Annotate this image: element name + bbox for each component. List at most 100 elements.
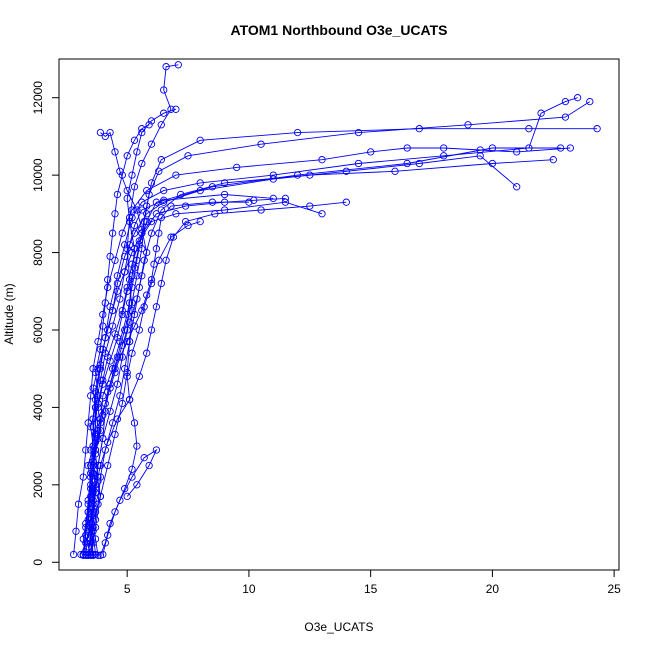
x-tick-label: 20 [486, 582, 500, 596]
data-point [121, 268, 129, 276]
data-point [130, 419, 139, 427]
data-point [138, 198, 146, 206]
data-point [111, 430, 119, 439]
x-axis: 5 10 15 20 25 [124, 570, 621, 596]
data-point [138, 306, 146, 315]
data-point [573, 94, 582, 102]
data-point [196, 217, 204, 226]
data-point [143, 210, 151, 218]
data-point [69, 550, 78, 559]
y-tick-label: 12000 [31, 81, 45, 115]
data-point [130, 245, 139, 253]
data-point [108, 229, 117, 237]
data-point [128, 248, 136, 257]
data-point [157, 214, 165, 222]
series-2 [79, 190, 277, 559]
data-point [87, 481, 95, 489]
plot-frame [58, 58, 620, 571]
data-point [488, 159, 497, 168]
data-point [367, 148, 375, 156]
data-point [91, 388, 100, 396]
data-point [133, 148, 141, 156]
data-point [99, 310, 107, 319]
data-point [130, 183, 139, 191]
data-point [79, 550, 87, 559]
data-point [143, 186, 151, 195]
data-point [342, 167, 350, 175]
data-point [82, 446, 90, 454]
data-point [354, 159, 363, 168]
data-point [513, 183, 521, 191]
data-point [208, 198, 217, 206]
series-6 [87, 105, 180, 559]
data-point [101, 446, 109, 454]
data-point [99, 380, 107, 388]
y-tick-label: 8000 [31, 239, 45, 266]
data-point [147, 276, 156, 284]
data-point [116, 295, 124, 303]
data-point [152, 303, 161, 311]
data-point [91, 368, 100, 377]
data-point [155, 167, 163, 175]
series-line [85, 128, 598, 556]
data-point [94, 392, 102, 400]
data-point [104, 531, 112, 539]
series-line [92, 159, 554, 555]
data-point [281, 194, 290, 203]
data-point [104, 461, 112, 470]
data-point [196, 136, 204, 144]
y-tick-label: 6000 [31, 316, 45, 343]
series-line [82, 155, 517, 555]
data-point [87, 523, 95, 532]
data-point [306, 202, 314, 210]
data-point [94, 403, 102, 412]
data-point [106, 252, 114, 261]
data-point [121, 485, 129, 493]
x-axis-label: O3e_UCATS [304, 620, 373, 634]
data-point [145, 190, 153, 199]
data-point [147, 217, 156, 226]
data-point [157, 156, 165, 164]
data-point [123, 368, 131, 377]
data-point [140, 256, 148, 264]
data-point [72, 527, 80, 535]
data-point [167, 233, 175, 241]
data-point [152, 210, 161, 218]
data-point [118, 171, 126, 179]
data-point [74, 500, 83, 508]
data-point [123, 310, 131, 319]
data-point [104, 283, 112, 292]
data-point [138, 159, 146, 168]
data-point [342, 198, 350, 206]
data-point [89, 485, 97, 493]
x-tick-label: 10 [242, 582, 256, 596]
plot-area [69, 61, 601, 559]
data-point [172, 105, 180, 113]
data-point [128, 465, 136, 473]
data-point [403, 144, 411, 152]
data-point [172, 171, 180, 179]
data-point [150, 260, 158, 268]
data-point [147, 229, 156, 237]
data-point [561, 113, 570, 121]
data-point [147, 179, 156, 187]
data-point [440, 152, 448, 160]
data-point [561, 97, 570, 106]
data-point [476, 146, 484, 154]
data-point [111, 256, 119, 264]
data-point [160, 86, 168, 94]
data-point [196, 179, 204, 187]
data-point [84, 508, 92, 516]
data-point [133, 481, 141, 489]
y-axis: 0 2000 4000 6000 8000 10000 12000 [31, 81, 59, 566]
data-point [91, 438, 100, 446]
data-point [101, 407, 109, 415]
series-9 [84, 198, 350, 559]
data-point [87, 550, 95, 559]
data-point [135, 372, 143, 381]
data-point [123, 337, 131, 346]
data-point [138, 206, 146, 214]
series-line [102, 221, 201, 555]
series-8 [96, 446, 161, 559]
